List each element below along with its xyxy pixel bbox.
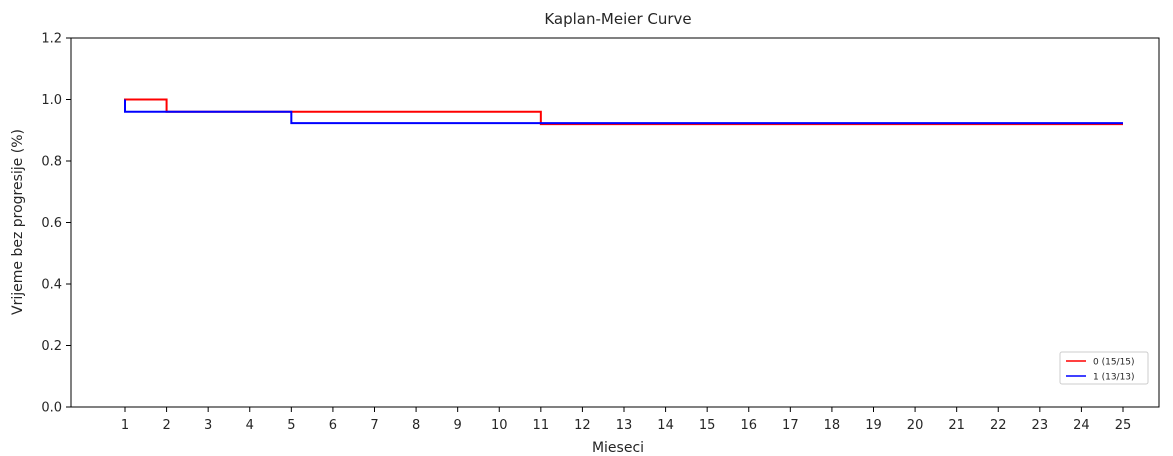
y-tick-label: 0.8 [41,155,62,170]
y-tick-label: 0.0 [41,401,62,416]
legend-label-1: 1 (13/13) [1093,373,1135,383]
x-tick-label: 12 [574,418,591,433]
y-tick-label: 0.6 [41,216,62,231]
x-tick-label: 6 [329,418,337,433]
x-tick-label: 4 [246,418,254,433]
plot-frame [70,37,1160,408]
x-tick-label: 9 [454,418,462,433]
x-tick-label: 19 [865,418,882,433]
legend-label-0: 0 (15/15) [1093,358,1135,368]
x-axis: 1 2 3 4 5 6 7 8 9 10 11 12 13 14 15 16 17 18 19 20 21 22 23 24 2… [121,407,1131,433]
y-tick-label: 0.4 [41,278,62,293]
x-tick-label: 8 [412,418,420,433]
x-tick-label: 3 [204,418,212,433]
series-line-1 [124,99,1123,125]
x-tick-label: 21 [948,418,965,433]
y-axis-title: Vrijeme bez progresije (%) [10,129,26,315]
x-tick-label: 14 [657,418,674,433]
x-tick-label: 10 [491,418,508,433]
x-tick-label: 11 [533,418,550,433]
series-layer [124,98,1123,126]
chart-title: Kaplan-Meier Curve [544,10,691,28]
x-tick-label: 18 [824,418,841,433]
x-tick-label: 7 [370,418,378,433]
x-tick-label: 24 [1073,418,1090,433]
chart-legend: 0 (15/15) 1 (13/13) [1059,351,1149,385]
x-tick-label: 1 [121,418,129,433]
plot-area [70,37,1160,408]
x-axis-title: Mieseci [592,440,644,456]
x-tick-label: 2 [162,418,170,433]
x-tick-label: 22 [990,418,1007,433]
x-tick-label: 20 [907,418,924,433]
x-tick-label: 17 [782,418,799,433]
y-tick-label: 1.0 [41,93,62,108]
x-tick-label: 13 [616,418,633,433]
x-tick-label: 23 [1032,418,1049,433]
y-tick-label: 0.2 [41,339,62,354]
x-tick-label: 5 [287,418,295,433]
x-tick-label: 16 [740,418,757,433]
y-tick-label: 1.2 [41,32,62,47]
x-tick-label: 25 [1115,418,1132,433]
y-axis: 0.0 0.2 0.4 0.6 0.8 1.0 1.2 [41,32,71,416]
x-tick-label: 15 [699,418,716,433]
